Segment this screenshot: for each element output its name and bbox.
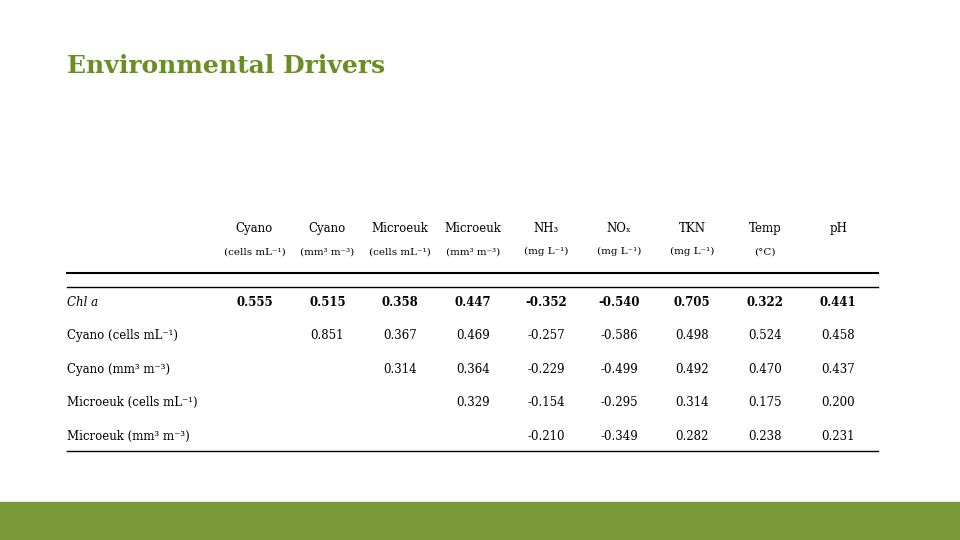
Text: Chl a: Chl a <box>67 296 98 309</box>
Text: 0.458: 0.458 <box>821 329 855 342</box>
Text: 0.524: 0.524 <box>748 329 782 342</box>
Text: -0.295: -0.295 <box>600 396 638 409</box>
Text: -0.349: -0.349 <box>600 430 638 443</box>
Text: 0.364: 0.364 <box>456 363 491 376</box>
Text: Cyano (mm³ m⁻³): Cyano (mm³ m⁻³) <box>67 363 170 376</box>
Text: -0.154: -0.154 <box>527 396 565 409</box>
Text: pH: pH <box>829 222 847 235</box>
Text: 0.238: 0.238 <box>749 430 781 443</box>
Text: (mm³ m⁻³): (mm³ m⁻³) <box>446 247 500 256</box>
Text: 0.314: 0.314 <box>383 363 418 376</box>
Text: (cells mL⁻¹): (cells mL⁻¹) <box>370 247 431 256</box>
Text: -0.586: -0.586 <box>600 329 638 342</box>
Text: 0.705: 0.705 <box>674 296 710 309</box>
Text: 0.358: 0.358 <box>382 296 419 309</box>
Text: Environmental Drivers: Environmental Drivers <box>67 54 385 78</box>
Text: Microeuk (cells mL⁻¹): Microeuk (cells mL⁻¹) <box>67 396 198 409</box>
Text: TKN: TKN <box>679 222 706 235</box>
Text: -0.229: -0.229 <box>527 363 565 376</box>
Text: (mm³ m⁻³): (mm³ m⁻³) <box>300 247 354 256</box>
Text: 0.447: 0.447 <box>455 296 492 309</box>
Text: 0.314: 0.314 <box>675 396 709 409</box>
Text: Cyano: Cyano <box>236 222 273 235</box>
Text: Microeuk: Microeuk <box>372 222 429 235</box>
Text: 0.200: 0.200 <box>821 396 855 409</box>
Text: 0.492: 0.492 <box>675 363 709 376</box>
Text: -0.257: -0.257 <box>527 329 565 342</box>
Text: 0.175: 0.175 <box>748 396 782 409</box>
Text: 0.329: 0.329 <box>456 396 491 409</box>
Text: 0.555: 0.555 <box>236 296 273 309</box>
Text: 0.851: 0.851 <box>311 329 344 342</box>
Text: -0.352: -0.352 <box>525 296 567 309</box>
Text: NH₃: NH₃ <box>534 222 559 235</box>
Text: Temp: Temp <box>749 222 781 235</box>
Text: 0.367: 0.367 <box>383 329 418 342</box>
Text: 0.282: 0.282 <box>676 430 708 443</box>
Text: Cyano: Cyano <box>309 222 346 235</box>
Text: (mg L⁻¹): (mg L⁻¹) <box>524 247 568 256</box>
Text: (°C): (°C) <box>755 247 776 256</box>
Text: 0.470: 0.470 <box>748 363 782 376</box>
Text: -0.499: -0.499 <box>600 363 638 376</box>
Text: 0.231: 0.231 <box>822 430 854 443</box>
Text: Microeuk (mm³ m⁻³): Microeuk (mm³ m⁻³) <box>67 430 190 443</box>
Text: NOₓ: NOₓ <box>607 222 632 235</box>
Text: 0.515: 0.515 <box>309 296 346 309</box>
Text: 0.441: 0.441 <box>820 296 856 309</box>
Text: 0.469: 0.469 <box>456 329 491 342</box>
Text: 0.322: 0.322 <box>747 296 783 309</box>
Text: 0.498: 0.498 <box>675 329 709 342</box>
Text: (mg L⁻¹): (mg L⁻¹) <box>670 247 714 256</box>
Text: Cyano (cells mL⁻¹): Cyano (cells mL⁻¹) <box>67 329 179 342</box>
Text: 0.437: 0.437 <box>821 363 855 376</box>
Text: -0.540: -0.540 <box>598 296 640 309</box>
Text: (mg L⁻¹): (mg L⁻¹) <box>597 247 641 256</box>
Text: (cells mL⁻¹): (cells mL⁻¹) <box>224 247 285 256</box>
Text: Microeuk: Microeuk <box>444 222 502 235</box>
Text: -0.210: -0.210 <box>527 430 565 443</box>
